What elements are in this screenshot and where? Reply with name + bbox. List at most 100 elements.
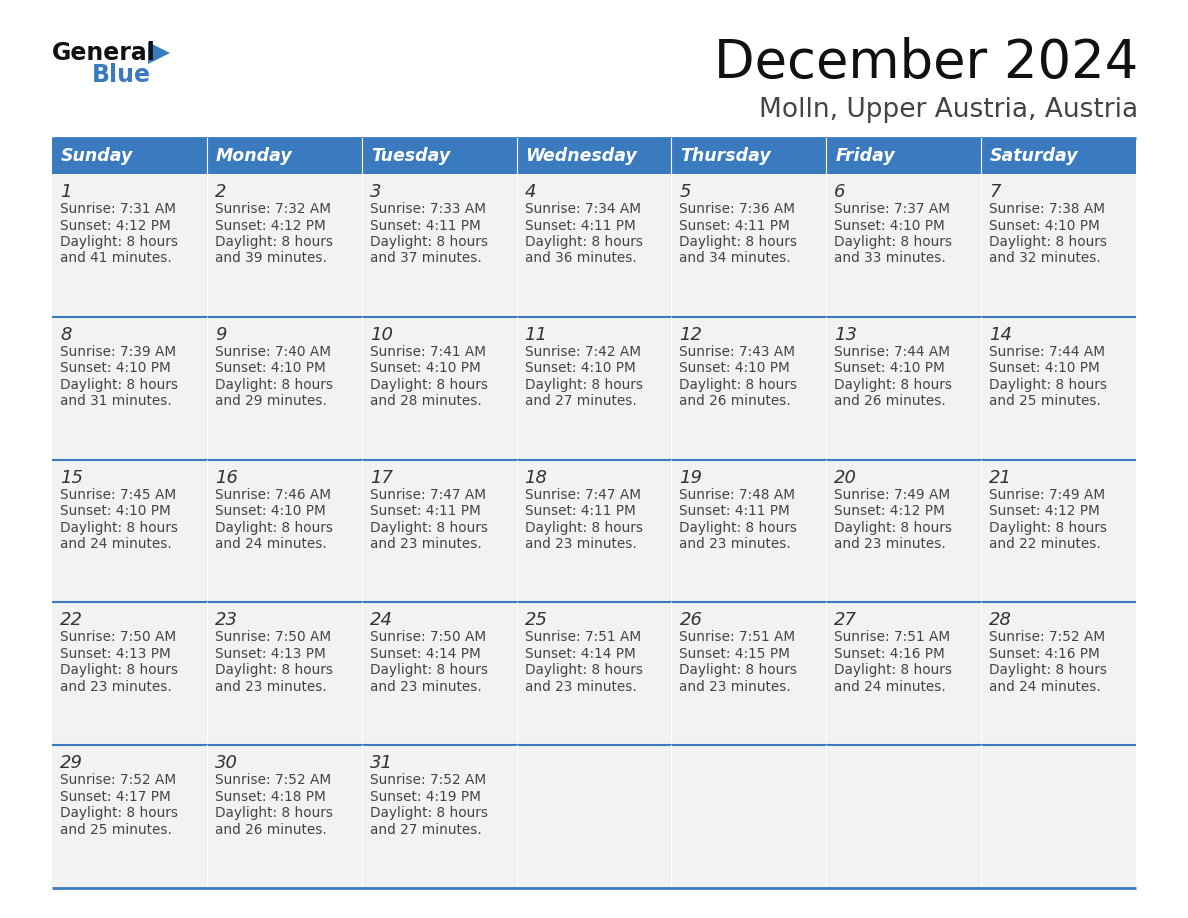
Text: 1: 1: [61, 183, 71, 201]
Text: Sunrise: 7:49 AM: Sunrise: 7:49 AM: [834, 487, 950, 501]
Text: Tuesday: Tuesday: [371, 147, 450, 165]
Text: 19: 19: [680, 468, 702, 487]
Bar: [517, 745, 671, 888]
Text: and 39 minutes.: and 39 minutes.: [215, 252, 327, 265]
Text: 13: 13: [834, 326, 858, 344]
Text: Sunrise: 7:31 AM: Sunrise: 7:31 AM: [61, 202, 176, 216]
Bar: [827, 745, 981, 888]
Bar: [981, 745, 1136, 888]
Bar: [207, 138, 361, 174]
Text: 20: 20: [834, 468, 858, 487]
Text: Daylight: 8 hours: Daylight: 8 hours: [990, 664, 1107, 677]
Text: Sunrise: 7:46 AM: Sunrise: 7:46 AM: [215, 487, 330, 501]
Text: Sunset: 4:19 PM: Sunset: 4:19 PM: [369, 789, 481, 803]
Text: Daylight: 8 hours: Daylight: 8 hours: [61, 235, 178, 249]
Text: Sunset: 4:10 PM: Sunset: 4:10 PM: [525, 362, 636, 375]
Text: and 23 minutes.: and 23 minutes.: [215, 680, 327, 694]
Bar: [361, 745, 517, 888]
Text: Sunset: 4:11 PM: Sunset: 4:11 PM: [680, 504, 790, 518]
Text: 30: 30: [215, 755, 238, 772]
Text: Sunset: 4:10 PM: Sunset: 4:10 PM: [834, 218, 944, 232]
Text: Daylight: 8 hours: Daylight: 8 hours: [525, 521, 643, 534]
Text: Daylight: 8 hours: Daylight: 8 hours: [834, 235, 953, 249]
Text: December 2024: December 2024: [714, 37, 1138, 89]
Text: 9: 9: [215, 326, 227, 344]
Text: 4: 4: [525, 183, 536, 201]
Text: and 22 minutes.: and 22 minutes.: [990, 537, 1101, 551]
Text: Sunset: 4:12 PM: Sunset: 4:12 PM: [834, 504, 944, 518]
Text: Daylight: 8 hours: Daylight: 8 hours: [834, 664, 953, 677]
Text: Sunset: 4:17 PM: Sunset: 4:17 PM: [61, 789, 171, 803]
Bar: [361, 602, 517, 745]
Text: 18: 18: [525, 468, 548, 487]
Text: and 34 minutes.: and 34 minutes.: [680, 252, 791, 265]
Text: Sunrise: 7:52 AM: Sunrise: 7:52 AM: [61, 773, 176, 788]
Bar: [517, 460, 671, 602]
Text: Sunset: 4:12 PM: Sunset: 4:12 PM: [990, 504, 1100, 518]
Text: Sunset: 4:13 PM: Sunset: 4:13 PM: [61, 647, 171, 661]
Text: 21: 21: [990, 468, 1012, 487]
Text: and 25 minutes.: and 25 minutes.: [61, 823, 172, 836]
Text: Daylight: 8 hours: Daylight: 8 hours: [61, 806, 178, 820]
Text: Sunrise: 7:51 AM: Sunrise: 7:51 AM: [834, 631, 950, 644]
Text: Daylight: 8 hours: Daylight: 8 hours: [369, 521, 488, 534]
Text: and 27 minutes.: and 27 minutes.: [369, 823, 481, 836]
Text: Daylight: 8 hours: Daylight: 8 hours: [61, 378, 178, 392]
Bar: [671, 317, 827, 460]
Text: Sunrise: 7:34 AM: Sunrise: 7:34 AM: [525, 202, 640, 216]
Text: Molln, Upper Austria, Austria: Molln, Upper Austria, Austria: [759, 97, 1138, 123]
Text: Friday: Friday: [835, 147, 895, 165]
Text: 16: 16: [215, 468, 238, 487]
Text: Sunrise: 7:39 AM: Sunrise: 7:39 AM: [61, 345, 176, 359]
Bar: [671, 460, 827, 602]
Text: and 26 minutes.: and 26 minutes.: [834, 395, 946, 409]
Text: Sunset: 4:10 PM: Sunset: 4:10 PM: [369, 362, 480, 375]
Text: Sunset: 4:10 PM: Sunset: 4:10 PM: [834, 362, 944, 375]
Text: Daylight: 8 hours: Daylight: 8 hours: [369, 378, 488, 392]
Text: 26: 26: [680, 611, 702, 630]
Text: and 23 minutes.: and 23 minutes.: [680, 680, 791, 694]
Text: Sunset: 4:16 PM: Sunset: 4:16 PM: [990, 647, 1100, 661]
Text: Daylight: 8 hours: Daylight: 8 hours: [680, 521, 797, 534]
Text: and 24 minutes.: and 24 minutes.: [61, 537, 172, 551]
Text: 27: 27: [834, 611, 858, 630]
Bar: [671, 174, 827, 317]
Text: 5: 5: [680, 183, 691, 201]
Text: Daylight: 8 hours: Daylight: 8 hours: [215, 378, 333, 392]
Text: Thursday: Thursday: [681, 147, 771, 165]
Text: Sunrise: 7:33 AM: Sunrise: 7:33 AM: [369, 202, 486, 216]
Text: Sunrise: 7:32 AM: Sunrise: 7:32 AM: [215, 202, 330, 216]
Bar: [517, 174, 671, 317]
Text: Sunset: 4:12 PM: Sunset: 4:12 PM: [215, 218, 326, 232]
Bar: [981, 174, 1136, 317]
Text: Sunrise: 7:52 AM: Sunrise: 7:52 AM: [369, 773, 486, 788]
Text: Sunrise: 7:43 AM: Sunrise: 7:43 AM: [680, 345, 796, 359]
Text: Sunday: Sunday: [61, 147, 133, 165]
Text: Daylight: 8 hours: Daylight: 8 hours: [61, 521, 178, 534]
Text: Sunset: 4:11 PM: Sunset: 4:11 PM: [680, 218, 790, 232]
Text: Sunrise: 7:44 AM: Sunrise: 7:44 AM: [990, 345, 1105, 359]
Bar: [207, 317, 361, 460]
Bar: [827, 138, 981, 174]
Text: 17: 17: [369, 468, 393, 487]
Bar: [52, 317, 207, 460]
Text: and 23 minutes.: and 23 minutes.: [834, 537, 946, 551]
Text: Sunset: 4:15 PM: Sunset: 4:15 PM: [680, 647, 790, 661]
Text: Daylight: 8 hours: Daylight: 8 hours: [525, 235, 643, 249]
Polygon shape: [148, 42, 170, 64]
Text: and 24 minutes.: and 24 minutes.: [990, 680, 1101, 694]
Text: Sunrise: 7:36 AM: Sunrise: 7:36 AM: [680, 202, 796, 216]
Bar: [981, 460, 1136, 602]
Text: and 23 minutes.: and 23 minutes.: [680, 537, 791, 551]
Text: Sunset: 4:13 PM: Sunset: 4:13 PM: [215, 647, 326, 661]
Text: Daylight: 8 hours: Daylight: 8 hours: [215, 521, 333, 534]
Text: Sunset: 4:10 PM: Sunset: 4:10 PM: [215, 362, 326, 375]
Text: 25: 25: [525, 611, 548, 630]
Text: Daylight: 8 hours: Daylight: 8 hours: [990, 521, 1107, 534]
Text: and 23 minutes.: and 23 minutes.: [525, 537, 637, 551]
Bar: [52, 460, 207, 602]
Text: Sunset: 4:14 PM: Sunset: 4:14 PM: [369, 647, 480, 661]
Text: Sunset: 4:10 PM: Sunset: 4:10 PM: [680, 362, 790, 375]
Bar: [517, 138, 671, 174]
Text: Sunrise: 7:47 AM: Sunrise: 7:47 AM: [525, 487, 640, 501]
